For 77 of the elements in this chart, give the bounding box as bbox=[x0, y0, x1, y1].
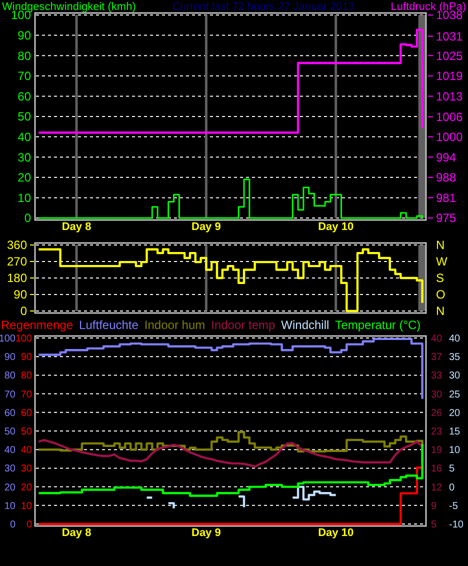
text: Indoor temp bbox=[211, 318, 276, 332]
y-tick-label: 60 bbox=[20, 408, 32, 419]
y3-tick-label: 15 bbox=[449, 426, 461, 438]
text: N bbox=[436, 238, 445, 252]
y3-tick-label: 30 bbox=[449, 370, 461, 382]
chart-title: Current last 72 hours 27 Januar 2013 bbox=[172, 1, 354, 13]
y2-tick-label: 26 bbox=[431, 408, 443, 419]
y2-tick-label: 33 bbox=[431, 370, 443, 382]
y-tick-label: 90 bbox=[20, 352, 32, 364]
y2-tick-label: 5 bbox=[431, 520, 437, 530]
text: Temperatur (°C) bbox=[335, 318, 421, 332]
y2-tick-label: 19 bbox=[431, 445, 443, 456]
y2-tick-label: 30 bbox=[431, 389, 443, 400]
x-tick-label: Day 8 bbox=[62, 221, 92, 233]
text: Windchill bbox=[281, 318, 330, 332]
y3-tick-label: 0 bbox=[449, 482, 455, 494]
y3-tick-label: -10 bbox=[449, 520, 464, 530]
text: S bbox=[436, 271, 444, 286]
y2-tick-label: 1025 bbox=[436, 48, 464, 63]
text: N bbox=[436, 304, 445, 318]
y-tick-label: 100 bbox=[15, 334, 32, 344]
y-tick-label: 70 bbox=[18, 69, 32, 84]
y-tick-label: 80 bbox=[20, 370, 32, 382]
y2-tick-label: 9 bbox=[431, 500, 437, 512]
x-tick-label: Day 10 bbox=[318, 527, 354, 539]
y-tick-label: 0 bbox=[24, 211, 32, 226]
y2-tick-label: 16 bbox=[431, 464, 443, 475]
x-tick-label: Day 8 bbox=[62, 527, 92, 539]
y-tick-label: 50 bbox=[20, 426, 32, 438]
y-tick-label: 80 bbox=[18, 48, 32, 63]
y3-tick-label: 10 bbox=[449, 445, 461, 456]
y3-tick-label: 25 bbox=[449, 389, 461, 400]
y2-tick-label: 37 bbox=[431, 352, 443, 364]
y2-tick-label: 975 bbox=[436, 211, 456, 226]
x-tick-label: Day 10 bbox=[318, 221, 354, 233]
y-tick-label: 30 bbox=[20, 464, 32, 475]
y-tick-label: 30 bbox=[18, 150, 32, 164]
y3-tick-label: -5 bbox=[449, 500, 458, 512]
y3-tick-label: 40 bbox=[449, 334, 461, 344]
y-tick-label: 360 bbox=[6, 238, 28, 252]
y2-tick-label: 1031 bbox=[436, 29, 464, 44]
y3-tick-label: 5 bbox=[449, 464, 455, 475]
y2-tick-label: 40 bbox=[431, 334, 443, 344]
y-tick-label: 70 bbox=[20, 389, 32, 400]
y-tick-label: 10 bbox=[20, 500, 32, 512]
y-tick-label: 90 bbox=[14, 288, 28, 302]
y-tick-label: 90 bbox=[18, 28, 32, 42]
x-tick-label: Day 9 bbox=[192, 221, 221, 233]
y2-tick-label: 12 bbox=[431, 482, 443, 494]
y2-tick-label: 23 bbox=[431, 426, 443, 438]
y2-tick-label: 981 bbox=[436, 190, 456, 205]
y3-tick-label: 35 bbox=[449, 352, 461, 364]
y-tick-label: 10 bbox=[18, 190, 32, 205]
text: Indoor hum bbox=[144, 318, 206, 332]
y-tick-label: 0 bbox=[20, 304, 28, 318]
y-tick-label: 0 bbox=[26, 520, 32, 530]
text: Regenmenge bbox=[1, 318, 74, 332]
line-series bbox=[38, 438, 424, 468]
y-tick-label: 270 bbox=[6, 254, 28, 269]
y2-tick-label: 1019 bbox=[436, 69, 464, 84]
y-tick-label: 40 bbox=[20, 445, 32, 456]
y-tick-label: 180 bbox=[6, 271, 28, 286]
series-label: Luftfeuchte bbox=[79, 318, 139, 332]
y2-tick-label: 1006 bbox=[436, 110, 464, 124]
y-tick-label: 40 bbox=[18, 130, 32, 144]
x-tick-label: Day 9 bbox=[192, 527, 221, 539]
y-tick-label: 50 bbox=[18, 110, 32, 124]
y2-tick-label: 1000 bbox=[436, 130, 464, 144]
y-tick-label: 20 bbox=[18, 170, 32, 185]
y-tick-label: 60 bbox=[18, 89, 32, 104]
text: O bbox=[436, 288, 446, 302]
text: W bbox=[436, 254, 448, 269]
y2-tick-label: 994 bbox=[436, 150, 456, 164]
y2-tick-label: 1013 bbox=[436, 89, 464, 104]
y-tick-label: 20 bbox=[20, 482, 32, 494]
y2-tick-label: 988 bbox=[436, 170, 456, 185]
y3-tick-label: 20 bbox=[449, 408, 461, 419]
